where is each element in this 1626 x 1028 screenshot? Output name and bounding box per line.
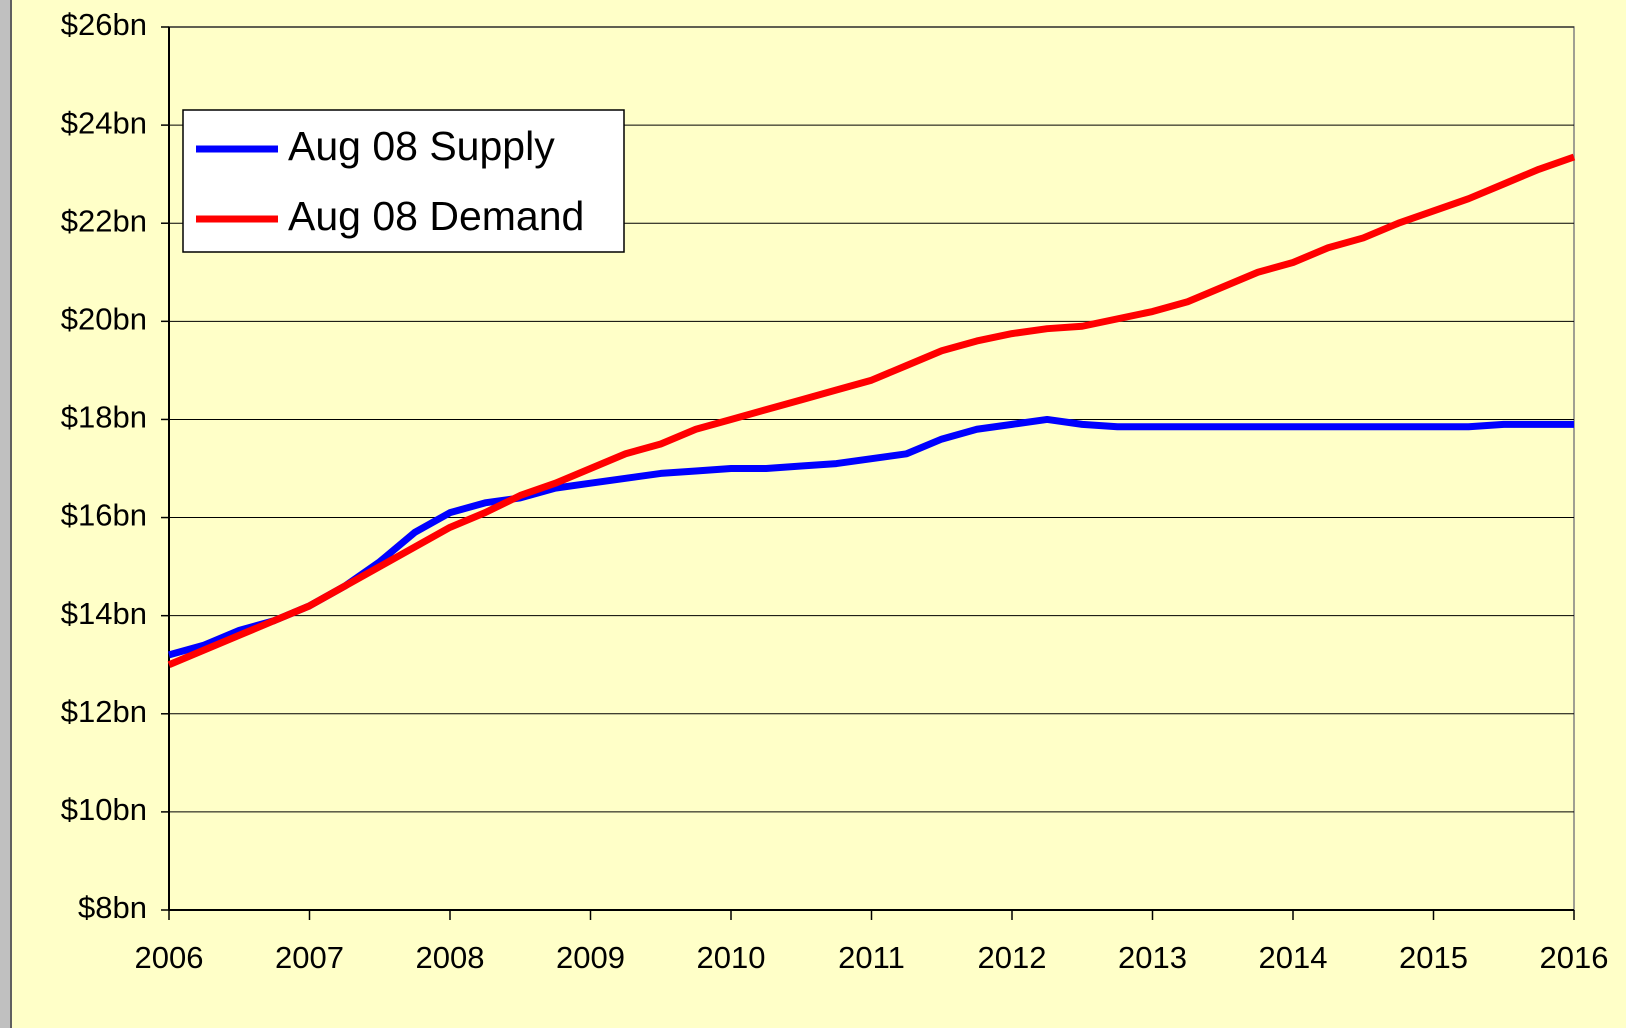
- left-border: [0, 0, 11, 1028]
- legend-box: [182, 109, 625, 253]
- x-tick-label: 2013: [1118, 940, 1187, 975]
- x-tick-label: 2007: [275, 940, 344, 975]
- y-tick-label: $10bn: [61, 792, 147, 827]
- x-tick-label: 2009: [556, 940, 625, 975]
- y-tick-label: $18bn: [61, 400, 147, 435]
- y-tick-label: $20bn: [61, 302, 147, 337]
- x-tick-label: 2016: [1540, 940, 1609, 975]
- y-tick-label: $26bn: [61, 7, 147, 42]
- y-tick-label: $12bn: [61, 694, 147, 729]
- x-tick-label: 2015: [1399, 940, 1468, 975]
- y-tick-label: $24bn: [61, 105, 147, 140]
- line-series: [168, 415, 1574, 659]
- x-tick-label: 2006: [135, 940, 204, 975]
- x-tick-label: 2012: [978, 940, 1047, 975]
- x-tick-label: 2010: [697, 940, 766, 975]
- legend-label: Aug 08 Supply: [288, 123, 555, 169]
- legend-label: Aug 08 Demand: [288, 193, 584, 239]
- y-tick-label: $8bn: [78, 890, 147, 925]
- line-series: [167, 153, 1576, 668]
- x-tick-label: 2011: [838, 940, 905, 975]
- y-tick-label: $22bn: [61, 203, 147, 238]
- x-tick-label: 2008: [416, 940, 485, 975]
- y-tick-label: $14bn: [61, 596, 147, 631]
- x-tick-label: 2014: [1259, 940, 1328, 975]
- y-tick-label: $16bn: [61, 498, 147, 533]
